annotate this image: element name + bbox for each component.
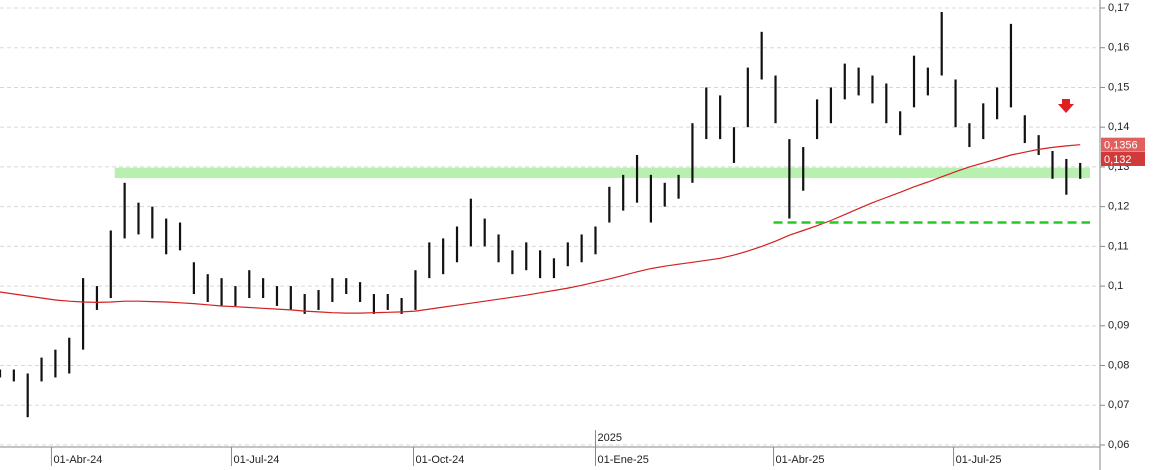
y-tick-label: 0,07 (1108, 399, 1129, 411)
y-tick-label: 0,12 (1108, 201, 1129, 213)
x-tick-label: 01-Jul-24 (233, 454, 279, 466)
moving-average-line (0, 144, 1081, 314)
x-tick-label: 01-Abr-24 (53, 454, 102, 466)
price-label: 0,1356 (1104, 140, 1138, 152)
price-label: 0,132 (1104, 154, 1132, 166)
y-tick-label: 0,14 (1108, 121, 1129, 133)
x-tick-label: 01-Jul-25 (956, 454, 1002, 466)
y-tick-label: 0,09 (1108, 320, 1129, 332)
y-tick-label: 0,17 (1108, 2, 1129, 14)
y-tick-label: 0,16 (1108, 42, 1129, 54)
y-tick-label: 0,11 (1108, 240, 1129, 252)
x-tick-label: 01-Abr-25 (776, 454, 825, 466)
y-tick-label: 0,15 (1108, 81, 1129, 93)
y-tick-label: 0,08 (1108, 359, 1129, 371)
x-tick-label: 01-Oct-24 (415, 454, 464, 466)
support-zone (114, 167, 1091, 179)
down-arrow (1058, 99, 1074, 113)
y-tick-label: 0,06 (1108, 439, 1129, 451)
year-label: 2025 (597, 432, 621, 444)
price-label-box (1101, 137, 1145, 152)
x-tick-label: 01-Ene-25 (597, 454, 648, 466)
price-label-box (1101, 151, 1145, 166)
y-tick-label: 0,1 (1108, 280, 1123, 292)
